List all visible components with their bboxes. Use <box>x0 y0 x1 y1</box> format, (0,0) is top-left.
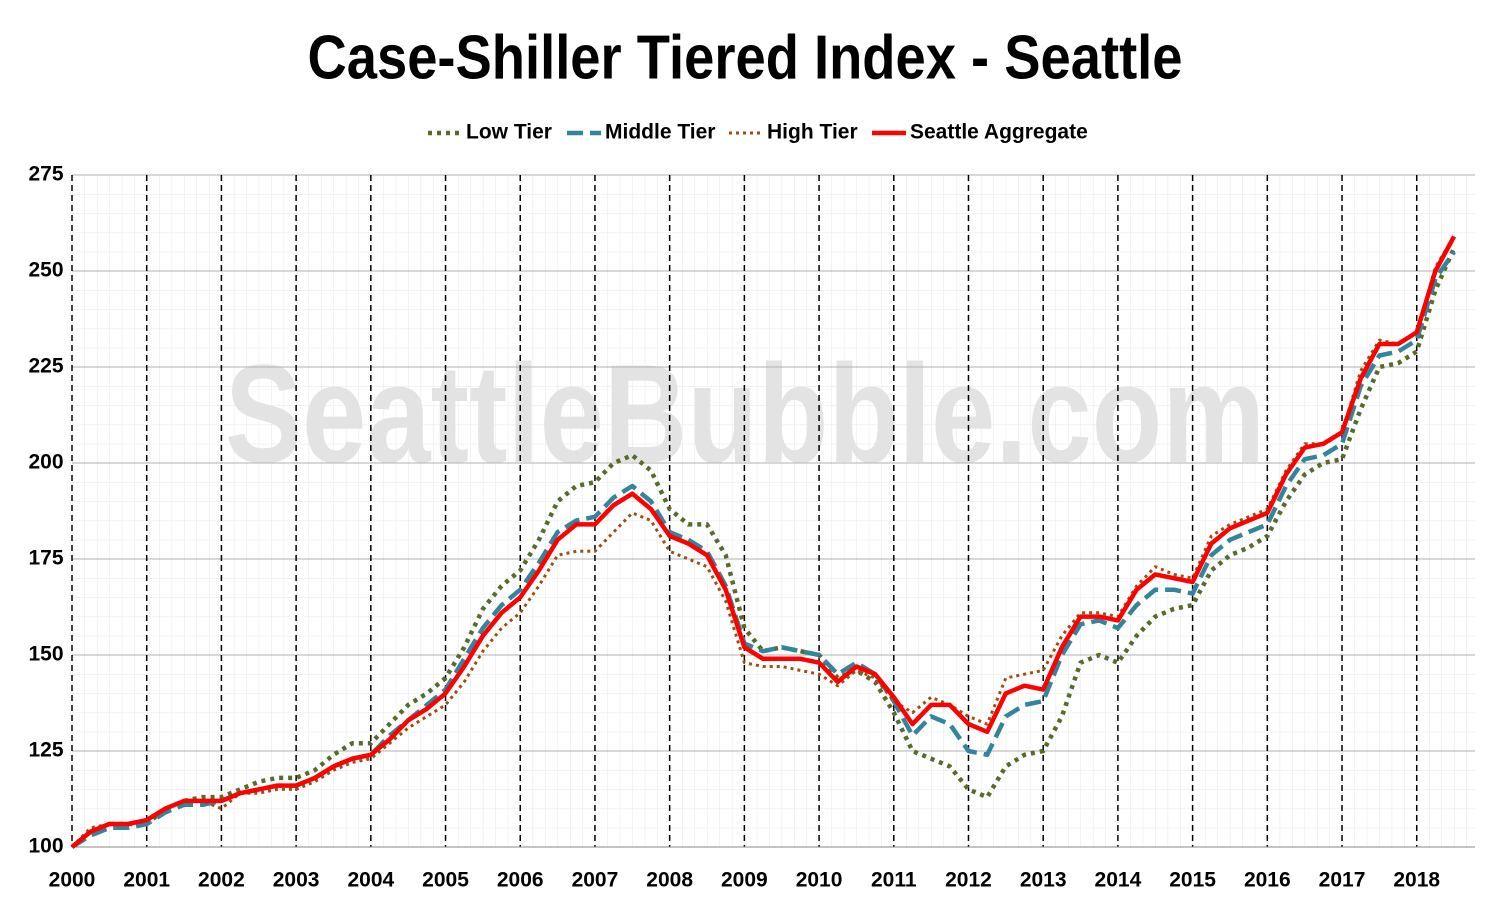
x-tick-label: 2004 <box>347 869 394 892</box>
x-tick-label: 2014 <box>1095 869 1142 892</box>
y-tick-label: 225 <box>28 355 63 378</box>
legend-label: High Tier <box>767 121 858 144</box>
minor-grid <box>72 175 1475 847</box>
x-tick-label: 2010 <box>796 869 843 892</box>
x-tick-label: 2006 <box>497 869 544 892</box>
series-line <box>70 235 1457 849</box>
y-tick-label: 100 <box>28 835 63 858</box>
legend-label: Middle Tier <box>605 121 715 144</box>
x-tick-label: 2007 <box>572 869 619 892</box>
x-tick-label: 2015 <box>1169 869 1216 892</box>
x-tick-label: 2001 <box>123 869 170 892</box>
legend-label: Low Tier <box>466 121 552 144</box>
x-tick-label: 2000 <box>49 869 96 892</box>
y-tick-label: 275 <box>28 163 63 186</box>
x-tick-label: 2016 <box>1244 869 1291 892</box>
x-tick-label: 2003 <box>273 869 320 892</box>
y-tick-label: 200 <box>28 451 63 474</box>
x-tick-label: 2013 <box>1020 869 1067 892</box>
x-tick-label: 2017 <box>1319 869 1366 892</box>
x-tick-label: 2009 <box>721 869 768 892</box>
x-tick-label: 2011 <box>871 869 917 892</box>
y-tick-label: 125 <box>28 739 63 762</box>
x-tick-label: 2005 <box>422 869 469 892</box>
series-line <box>70 235 1456 849</box>
y-tick-label: 175 <box>28 547 63 570</box>
x-tick-label: 2018 <box>1393 869 1440 892</box>
y-tick-label: 150 <box>28 643 63 666</box>
legend-label: Seattle Aggregate <box>910 121 1088 144</box>
x-tick-label: 2008 <box>646 869 693 892</box>
chart-title: Case-Shiller Tiered Index - Seattle <box>308 23 1183 92</box>
y-tick-label: 250 <box>28 259 63 282</box>
x-tick-label: 2012 <box>945 869 992 892</box>
x-tick-label: 2002 <box>198 869 245 892</box>
